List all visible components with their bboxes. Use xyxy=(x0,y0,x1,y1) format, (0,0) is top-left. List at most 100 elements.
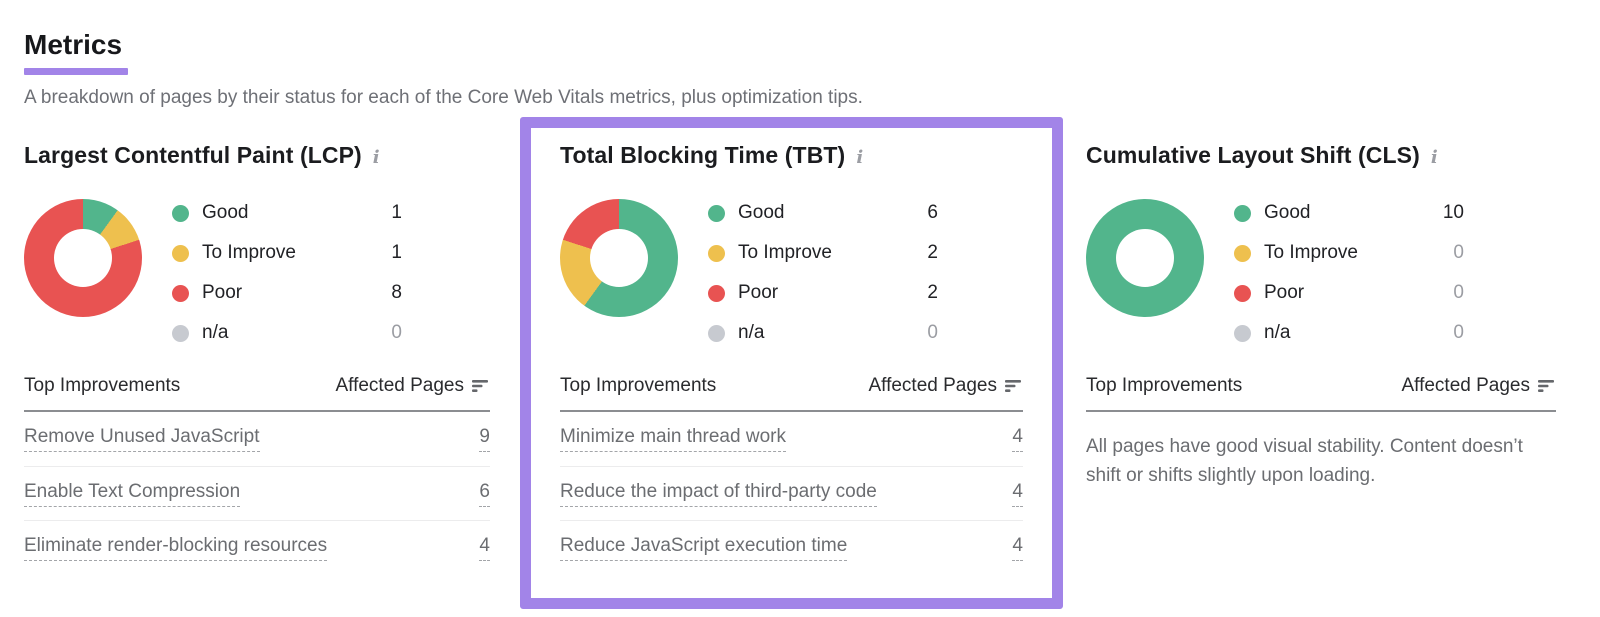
improvements-table: Top Improvements Affected Pages Minimize… xyxy=(560,375,1023,574)
metrics-header: Metrics A breakdown of pages by their st… xyxy=(24,28,1600,109)
column-header-affected-pages[interactable]: Affected Pages xyxy=(335,375,490,397)
column-header-affected-pages[interactable]: Affected Pages xyxy=(1401,375,1556,397)
info-icon[interactable]: i xyxy=(856,147,864,168)
page-title: Metrics xyxy=(24,29,123,60)
legend-label: Poor xyxy=(1264,282,1305,303)
sort-descending-icon[interactable] xyxy=(1538,379,1556,393)
legend-label: To Improve xyxy=(738,242,832,263)
sort-descending-icon[interactable] xyxy=(472,379,490,393)
affected-pages-count[interactable]: 4 xyxy=(1012,535,1023,561)
page-subtitle: A breakdown of pages by their status for… xyxy=(24,87,863,108)
affected-pages-count[interactable]: 6 xyxy=(479,481,490,507)
improvement-link[interactable]: Enable Text Compression xyxy=(24,481,241,507)
info-icon[interactable]: i xyxy=(372,147,380,168)
legend-value: 2 xyxy=(927,282,938,303)
legend-value: 0 xyxy=(1453,242,1464,263)
improvement-link[interactable]: Minimize main thread work xyxy=(560,426,786,452)
affected-pages-count[interactable]: 4 xyxy=(1012,426,1023,452)
improvement-link[interactable]: Eliminate render-blocking resources xyxy=(24,535,328,561)
metric-panel-cls: Cumulative Layout Shift (CLS) i Good 10 … xyxy=(1086,117,1556,490)
legend-label: To Improve xyxy=(202,242,296,263)
improvement-link[interactable]: Remove Unused JavaScript xyxy=(24,426,260,452)
table-row: Remove Unused JavaScript 9 xyxy=(24,412,490,466)
legend-label: Good xyxy=(202,202,249,223)
chart-legend: Good 10 To Improve 0 Poor 0 n/a 0 xyxy=(1234,193,1464,353)
to-improve-dot-icon xyxy=(708,244,725,262)
donut-chart-cls[interactable] xyxy=(1086,199,1204,317)
improvement-link[interactable]: Reduce JavaScript execution time xyxy=(560,535,848,561)
panel-title-tbt: Total Blocking Time (TBT) xyxy=(560,142,846,168)
na-dot-icon xyxy=(1234,324,1251,342)
poor-dot-icon xyxy=(172,284,189,302)
donut-chart-lcp[interactable] xyxy=(24,199,142,317)
legend-item-na: n/a 0 xyxy=(172,313,402,353)
info-icon[interactable]: i xyxy=(1430,147,1438,168)
legend-value: 0 xyxy=(1453,322,1464,343)
legend-item-poor: Poor 0 xyxy=(1234,273,1464,313)
to-improve-dot-icon xyxy=(172,244,189,262)
table-row: Reduce the impact of third-party code 4 xyxy=(560,466,1023,520)
table-row: Reduce JavaScript execution time 4 xyxy=(560,520,1023,574)
legend-item-good: Good 1 xyxy=(172,193,402,233)
legend-item-poor: Poor 2 xyxy=(708,273,938,313)
column-header-top-improvements: Top Improvements xyxy=(560,375,717,396)
improvements-table: Top Improvements Affected Pages All page… xyxy=(1086,375,1556,490)
column-header-top-improvements: Top Improvements xyxy=(1086,375,1243,396)
column-header-affected-pages[interactable]: Affected Pages xyxy=(868,375,1023,397)
affected-pages-label: Affected Pages xyxy=(1401,375,1530,396)
table-row: Eliminate render-blocking resources 4 xyxy=(24,520,490,574)
legend-label: Poor xyxy=(738,282,779,303)
legend-value: 0 xyxy=(927,322,938,343)
legend-item-to-improve: To Improve 0 xyxy=(1234,233,1464,273)
na-dot-icon xyxy=(172,324,189,342)
legend-item-to-improve: To Improve 2 xyxy=(708,233,938,273)
legend-value: 8 xyxy=(391,282,402,303)
legend-item-poor: Poor 8 xyxy=(172,273,402,313)
donut-chart-tbt[interactable] xyxy=(560,199,678,317)
chart-legend: Good 6 To Improve 2 Poor 2 n/a 0 xyxy=(708,193,938,353)
legend-label: Good xyxy=(1264,202,1311,223)
legend-value: 0 xyxy=(1453,282,1464,303)
metric-panel-tbt-highlighted: Total Blocking Time (TBT) i Good 6 To Im… xyxy=(520,117,1063,609)
good-dot-icon xyxy=(1234,204,1251,222)
panel-title-lcp: Largest Contentful Paint (LCP) xyxy=(24,142,362,168)
legend-value: 2 xyxy=(927,242,938,263)
poor-dot-icon xyxy=(1234,284,1251,302)
metric-panel-lcp: Largest Contentful Paint (LCP) i Good 1 … xyxy=(24,117,490,574)
legend-item-na: n/a 0 xyxy=(708,313,938,353)
legend-value: 1 xyxy=(391,202,402,223)
table-row: Minimize main thread work 4 xyxy=(560,412,1023,466)
sort-descending-icon[interactable] xyxy=(1005,379,1023,393)
to-improve-dot-icon xyxy=(1234,244,1251,262)
poor-dot-icon xyxy=(708,284,725,302)
good-dot-icon xyxy=(172,204,189,222)
na-dot-icon xyxy=(708,324,725,342)
legend-item-to-improve: To Improve 1 xyxy=(172,233,402,273)
legend-label: n/a xyxy=(202,322,229,343)
legend-label: Poor xyxy=(202,282,243,303)
legend-label: n/a xyxy=(738,322,765,343)
improvements-table: Top Improvements Affected Pages Remove U… xyxy=(24,375,490,574)
affected-pages-count[interactable]: 4 xyxy=(479,535,490,561)
table-row: Enable Text Compression 6 xyxy=(24,466,490,520)
legend-label: Good xyxy=(738,202,785,223)
chart-legend: Good 1 To Improve 1 Poor 8 n/a 0 xyxy=(172,193,402,353)
legend-value: 1 xyxy=(391,242,402,263)
metric-panels-row: Largest Contentful Paint (LCP) i Good 1 … xyxy=(24,117,1600,609)
affected-pages-label: Affected Pages xyxy=(868,375,997,396)
legend-value: 6 xyxy=(927,202,938,223)
legend-item-good: Good 10 xyxy=(1234,193,1464,233)
legend-item-good: Good 6 xyxy=(708,193,938,233)
affected-pages-label: Affected Pages xyxy=(335,375,464,396)
affected-pages-count[interactable]: 4 xyxy=(1012,481,1023,507)
panel-title-cls: Cumulative Layout Shift (CLS) xyxy=(1086,142,1420,168)
legend-item-na: n/a 0 xyxy=(1234,313,1464,353)
legend-value: 10 xyxy=(1442,202,1464,223)
good-dot-icon xyxy=(708,204,725,222)
affected-pages-count[interactable]: 9 xyxy=(479,426,490,452)
cls-status-message: All pages have good visual stability. Co… xyxy=(1086,436,1523,486)
title-accent-underline xyxy=(24,68,128,75)
improvement-link[interactable]: Reduce the impact of third-party code xyxy=(560,481,877,507)
legend-value: 0 xyxy=(391,322,402,343)
legend-label: n/a xyxy=(1264,322,1291,343)
